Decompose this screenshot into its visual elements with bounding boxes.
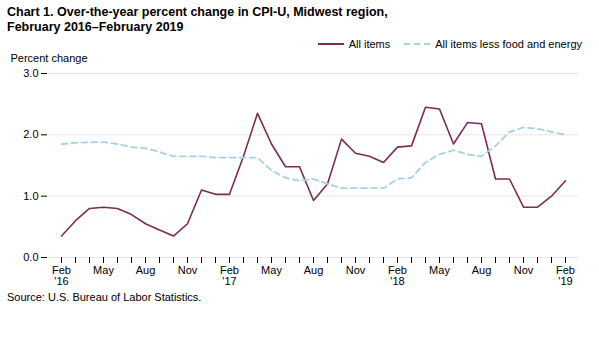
- html-text:Chart 1. Over-the-year percent: Chart 1. Over-the-year percent change in…: [7, 5, 388, 19]
- svg-text:Aug: Aug: [304, 264, 324, 276]
- html-text:All items less food and energy: All items less food and energy: [435, 38, 582, 50]
- html-text:February 2016–February 2019: February 2016–February 2019: [7, 20, 184, 34]
- svg-text:May: May: [261, 264, 282, 276]
- svg-text:Feb'18: Feb'18: [388, 264, 407, 287]
- svg-text:Feb'16: Feb'16: [52, 264, 71, 287]
- svg-text:Feb'17: Feb'17: [220, 264, 239, 287]
- svg-text:0.0: 0.0: [23, 251, 38, 263]
- svg-text:Aug: Aug: [136, 264, 156, 276]
- svg-text:Feb'19: Feb'19: [556, 264, 575, 287]
- svg-text:May: May: [429, 264, 450, 276]
- svg-text:Nov: Nov: [178, 264, 198, 276]
- svg-text:Nov: Nov: [514, 264, 534, 276]
- html-text:All items: All items: [348, 38, 391, 50]
- html-text:Source: U.S. Bureau of Labor S: Source: U.S. Bureau of Labor Statistics.: [7, 291, 202, 303]
- svg-text:Aug: Aug: [472, 264, 492, 276]
- svg-text:Percent change: Percent change: [11, 52, 88, 64]
- svg-text:2.0: 2.0: [23, 128, 38, 140]
- svg-text:1.0: 1.0: [23, 190, 38, 202]
- svg-text:3.0: 3.0: [23, 67, 38, 79]
- svg-text:Nov: Nov: [346, 264, 366, 276]
- svg-text:May: May: [93, 264, 114, 276]
